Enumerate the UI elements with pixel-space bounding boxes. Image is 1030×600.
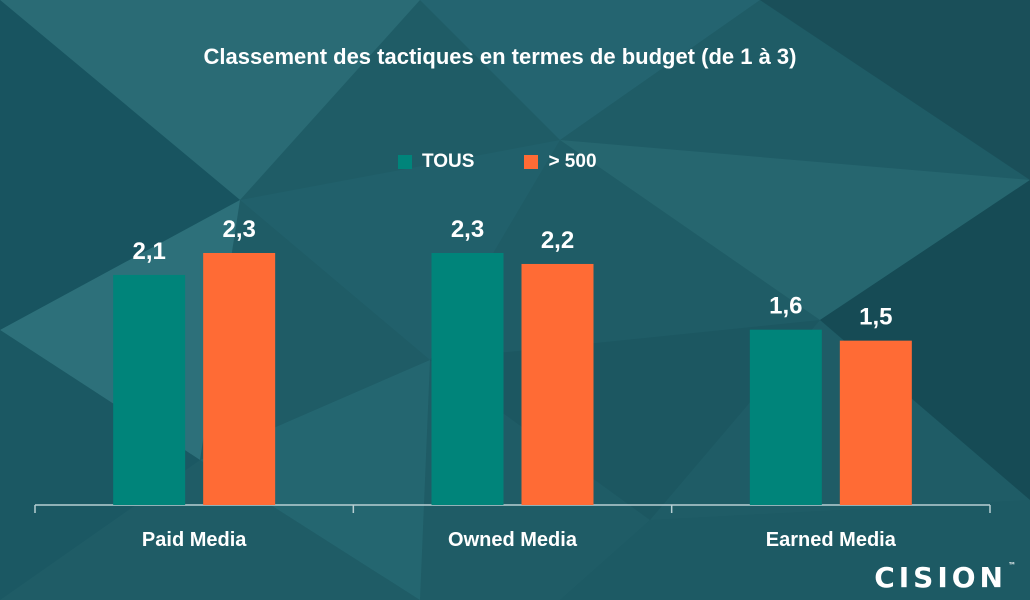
legend-swatch-tous: [398, 155, 412, 169]
bar-paid-media-series-1: [203, 253, 276, 505]
bar-earned-media-series-1: [839, 340, 912, 505]
chart-title: Classement des tactiques en termes de bu…: [203, 44, 797, 69]
bar-earned-media-series-0: [749, 329, 822, 505]
data-label: 2,3: [222, 216, 255, 243]
data-label: 2,3: [451, 216, 484, 243]
logo-tm: ™: [1008, 561, 1016, 570]
x-tick-label: Owned Media: [448, 529, 578, 551]
bar-owned-media-series-1: [521, 263, 594, 505]
bar-owned-media-series-0: [431, 253, 504, 505]
cision-logo: CISION™: [874, 561, 1016, 594]
legend-item-tous: TOUS: [398, 151, 474, 173]
x-tick-label: Paid Media: [142, 529, 247, 551]
x-tick-label: Earned Media: [766, 529, 897, 551]
legend-label-tous: TOUS: [422, 151, 475, 172]
legend-label-500: > 500: [548, 151, 597, 172]
legend-item-500: > 500: [524, 151, 597, 173]
legend-swatch-500: [524, 155, 539, 169]
data-label: 1,5: [859, 304, 892, 331]
data-label: 2,2: [541, 227, 574, 254]
data-label: 2,1: [132, 238, 165, 265]
bar-paid-media-series-0: [113, 274, 186, 505]
chart-legend: TOUS > 500: [398, 151, 647, 173]
logo-text: CISION: [874, 561, 1007, 594]
data-label: 1,6: [769, 293, 802, 320]
